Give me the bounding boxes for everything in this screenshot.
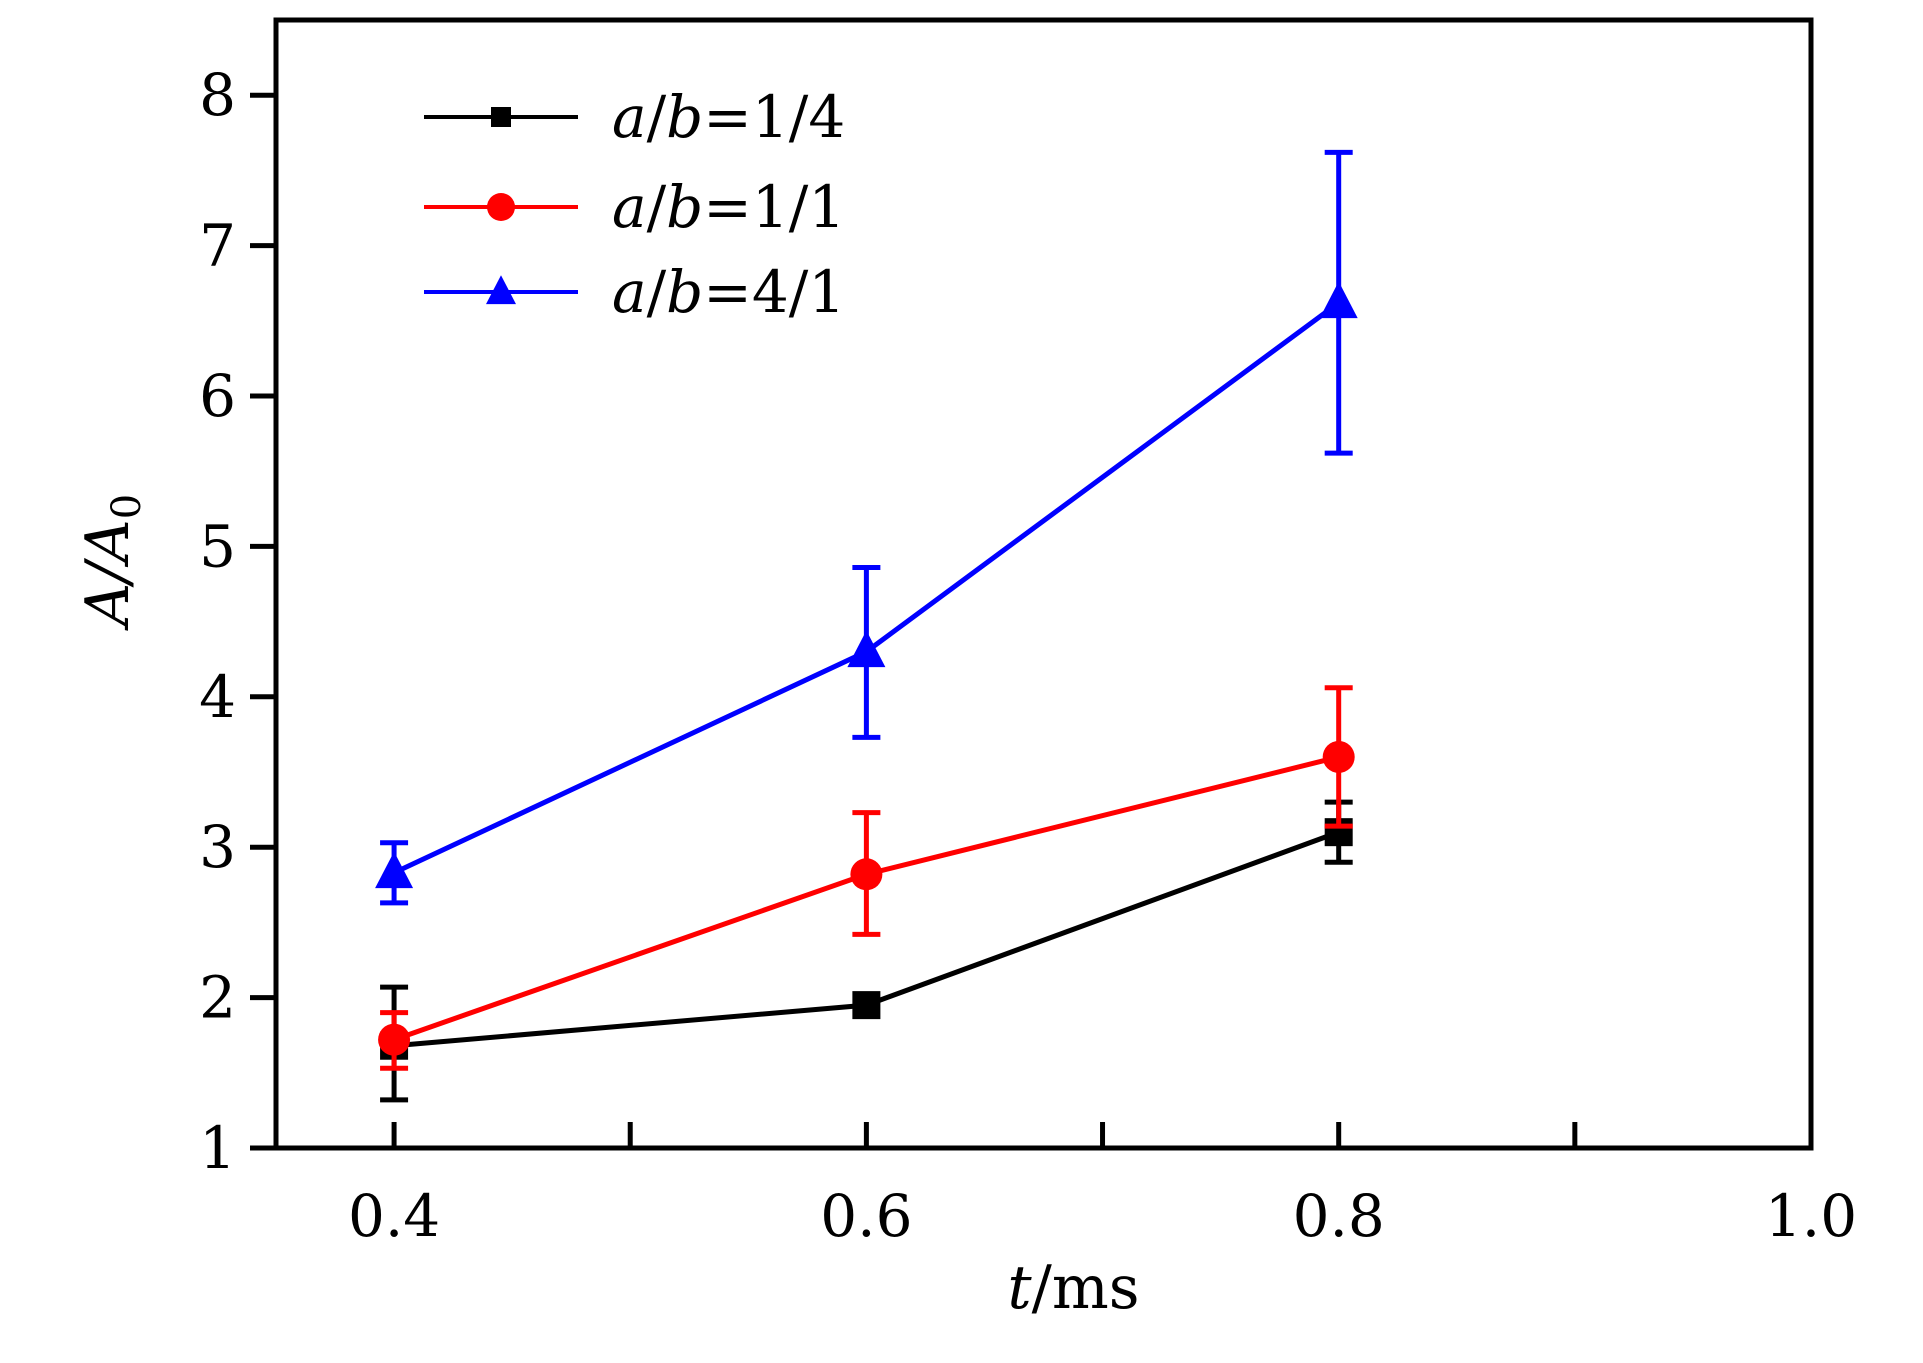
legend-item-triangle: a/b=4/1 <box>424 258 845 326</box>
marker-triangle <box>847 630 886 668</box>
y-tick-label: 3 <box>199 813 236 881</box>
marker-triangle <box>486 275 516 305</box>
marker-circle <box>850 858 883 891</box>
axes: 1 2 3 4 5 6 7 8 0.4 0.6 0.8 1.0 t/ms A/A0 <box>73 17 1857 1323</box>
legend-item-circle: a/b=1/1 <box>424 173 845 241</box>
marker-triangle <box>375 851 414 889</box>
legend-label-a: a <box>612 173 647 241</box>
y-tick-label: 5 <box>199 512 236 580</box>
y-axis-title: A/A0 <box>73 494 150 631</box>
x-tick-label: 0.8 <box>1293 1182 1385 1250</box>
legend-label: a/b=1/1 <box>612 173 845 241</box>
x-axis-title-italic: t <box>1007 1253 1032 1323</box>
x-axis-title: t/ms <box>1007 1253 1139 1323</box>
marker-circle <box>487 193 515 221</box>
y-tick-label: 1 <box>199 1114 236 1182</box>
legend-label-rest: =4/1 <box>703 258 845 326</box>
y-axis-title-sub: 0 <box>104 494 150 519</box>
plot-frame <box>273 17 1814 1151</box>
y-tick-label: 6 <box>199 362 236 430</box>
legend-label-a: a <box>612 258 647 326</box>
legend-label-rest: =1/1 <box>703 173 845 241</box>
legend-label-slash: / <box>647 258 667 326</box>
series-circle <box>378 685 1355 1071</box>
legend-label-rest: =1/4 <box>703 83 845 151</box>
marker-circle <box>1322 740 1355 773</box>
x-tick-label: 0.6 <box>820 1182 912 1250</box>
plot-area <box>375 149 1358 1103</box>
legend-label-a: a <box>612 83 647 151</box>
x-tick-label: 1.0 <box>1765 1182 1857 1250</box>
y-tick-label: 7 <box>199 212 236 280</box>
marker-triangle <box>1319 281 1358 319</box>
y-axis-title-main: A/A <box>73 519 143 631</box>
legend-item-square: a/b=1/4 <box>424 83 845 151</box>
x-tick-label: 0.4 <box>348 1182 440 1250</box>
marker-circle <box>378 1023 411 1056</box>
marker-square <box>491 107 511 127</box>
legend: a/b=1/4a/b=1/1a/b=4/1 <box>424 83 845 326</box>
legend-label-slash: / <box>647 83 667 151</box>
y-tick-label: 2 <box>199 964 236 1032</box>
marker-square <box>852 991 881 1020</box>
legend-label-b: b <box>666 83 703 151</box>
legend-label: a/b=4/1 <box>612 258 845 326</box>
series-triangle <box>375 149 1358 906</box>
legend-label-b: b <box>666 258 703 326</box>
legend-label: a/b=1/4 <box>612 83 845 151</box>
y-tick-label: 4 <box>199 663 236 731</box>
y-tick-label: 8 <box>199 61 236 129</box>
legend-label-slash: / <box>647 173 667 241</box>
x-axis-title-rest: /ms <box>1032 1253 1140 1323</box>
legend-label-b: b <box>666 173 703 241</box>
